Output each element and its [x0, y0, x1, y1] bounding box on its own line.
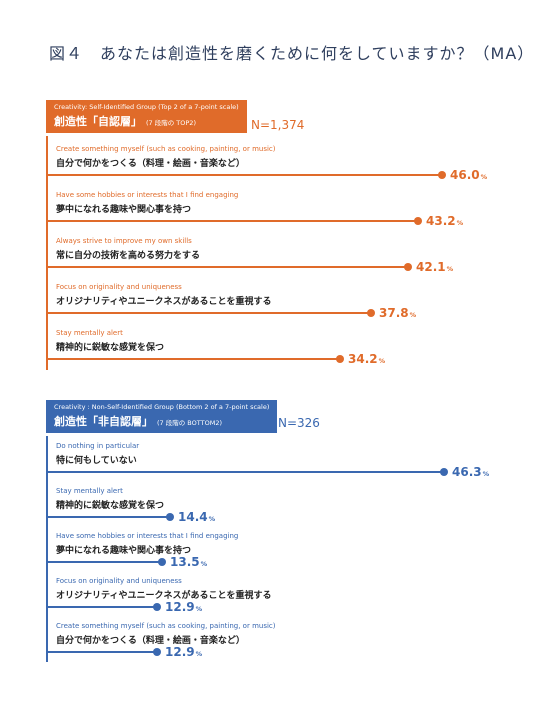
value-unit: % [446, 265, 454, 273]
group-header: Creativity: Self-Identified Group (Top 2… [46, 100, 247, 133]
bar-end-dot [404, 263, 412, 271]
bar-item: Focus on originality and uniqueness オリジナリ… [46, 283, 516, 327]
value-number: 13.5 [170, 555, 200, 569]
item-label-en: Focus on originality and uniqueness [56, 577, 182, 585]
value-label: 12.9% [165, 645, 202, 659]
bar [46, 516, 170, 518]
group-axis-line [46, 136, 48, 370]
bar [46, 220, 418, 222]
bar-item: Create something myself (such as cooking… [46, 145, 516, 189]
value-unit: % [378, 357, 386, 365]
value-number: 46.3 [452, 465, 482, 479]
bar-end-dot [414, 217, 422, 225]
item-label-ja: 夢中になれる趣味や関心事を持つ [56, 205, 192, 215]
value-number: 43.2 [426, 214, 456, 228]
bar-item: Have some hobbies or interests that I fi… [46, 532, 516, 576]
bar [46, 266, 408, 268]
value-unit: % [482, 470, 490, 478]
sample-size: N=1,374 [251, 118, 305, 132]
value-label: 46.3% [452, 465, 489, 479]
bar-end-dot [367, 309, 375, 317]
group-header-en: Creativity : Non-Self-Identified Group (… [54, 403, 270, 411]
item-label-en: Stay mentally alert [56, 487, 123, 495]
value-number: 12.9 [165, 645, 195, 659]
value-number: 12.9 [165, 600, 195, 614]
value-number: 14.4 [178, 510, 208, 524]
bar-end-dot [438, 171, 446, 179]
value-number: 37.8 [379, 306, 409, 320]
group-header-ja: 創造性「非自認層」 (7 段階の BOTTOM2) [54, 413, 269, 429]
bar-end-dot [158, 558, 166, 566]
item-label-ja: 精神的に鋭敏な感覚を保つ [56, 501, 165, 511]
bar-end-dot [440, 468, 448, 476]
sample-size: N=326 [278, 416, 320, 430]
value-unit: % [195, 650, 203, 658]
value-label: 13.5% [170, 555, 207, 569]
group-title: 創造性「自認層」 [54, 115, 142, 128]
bar-item: Create something myself (such as cooking… [46, 622, 516, 666]
figure-title: 図４ あなたは創造性を磨くために何をしていますか？（MA） [49, 44, 535, 63]
group-note: (7 段階の TOP2) [146, 119, 196, 127]
value-number: 34.2 [348, 352, 378, 366]
item-label-ja: 常に自分の技術を高める努力をする [56, 251, 201, 261]
item-label-ja: 自分で何かをつくる（料理・絵画・音楽など） [56, 636, 245, 646]
bar-end-dot [166, 513, 174, 521]
value-unit: % [456, 219, 464, 227]
bar-item: Always strive to improve my own skills 常に… [46, 237, 516, 281]
item-label-ja: 夢中になれる趣味や関心事を持つ [56, 546, 192, 556]
item-label-en: Always strive to improve my own skills [56, 237, 192, 245]
value-number: 42.1 [416, 260, 446, 274]
group-title: 創造性「非自認層」 [54, 415, 153, 428]
value-unit: % [208, 515, 216, 523]
group-note: (7 段階の BOTTOM2) [157, 419, 222, 427]
group-header: Creativity : Non-Self-Identified Group (… [46, 400, 278, 433]
value-unit: % [195, 605, 203, 613]
item-label-ja: オリジナリティやユニークネスがあることを重視する [56, 591, 272, 601]
bar [46, 312, 371, 314]
group-header-en: Creativity: Self-Identified Group (Top 2… [54, 103, 239, 111]
item-label-en: Stay mentally alert [56, 329, 123, 337]
bar [46, 606, 157, 608]
item-label-ja: オリジナリティやユニークネスがあることを重視する [56, 297, 272, 307]
bar [46, 174, 442, 176]
value-label: 37.8% [379, 306, 416, 320]
item-label-en: Do nothing in particular [56, 442, 140, 450]
group-axis-line [46, 436, 48, 662]
self-identified-group: Creativity: Self-Identified Group (Top 2… [46, 100, 516, 370]
bar [46, 471, 444, 473]
non-self-identified-group: Creativity : Non-Self-Identified Group (… [46, 400, 516, 662]
item-label-en: Create something myself (such as cooking… [56, 145, 276, 153]
value-label: 12.9% [165, 600, 202, 614]
bar-end-dot [153, 603, 161, 611]
item-label-en: Have some hobbies or interests that I fi… [56, 191, 239, 199]
value-label: 46.0% [450, 168, 487, 182]
item-label-en: Have some hobbies or interests that I fi… [56, 532, 239, 540]
value-label: 42.1% [416, 260, 453, 274]
value-label: 14.4% [178, 510, 215, 524]
bar-end-dot [153, 648, 161, 656]
value-unit: % [409, 311, 417, 319]
item-label-ja: 精神的に鋭敏な感覚を保つ [56, 343, 165, 353]
bar [46, 651, 157, 653]
bar [46, 358, 340, 360]
value-unit: % [200, 560, 208, 568]
bar-item: Do nothing in particular 特に何もしていない 46.3% [46, 442, 516, 486]
bar [46, 561, 162, 563]
bar-item: Focus on originality and uniqueness オリジナリ… [46, 577, 516, 621]
value-label: 34.2% [348, 352, 385, 366]
item-label-ja: 特に何もしていない [56, 456, 137, 466]
item-label-en: Create something myself (such as cooking… [56, 622, 276, 630]
group-header-ja: 創造性「自認層」 (7 段階の TOP2) [54, 113, 239, 129]
bar-item: Stay mentally alert 精神的に鋭敏な感覚を保つ 34.2% [46, 329, 516, 373]
value-label: 43.2% [426, 214, 463, 228]
item-label-ja: 自分で何かをつくる（料理・絵画・音楽など） [56, 159, 245, 169]
value-unit: % [480, 173, 488, 181]
value-number: 46.0 [450, 168, 480, 182]
bar-item: Have some hobbies or interests that I fi… [46, 191, 516, 235]
item-label-en: Focus on originality and uniqueness [56, 283, 182, 291]
bar-end-dot [336, 355, 344, 363]
bar-item: Stay mentally alert 精神的に鋭敏な感覚を保つ 14.4% [46, 487, 516, 531]
